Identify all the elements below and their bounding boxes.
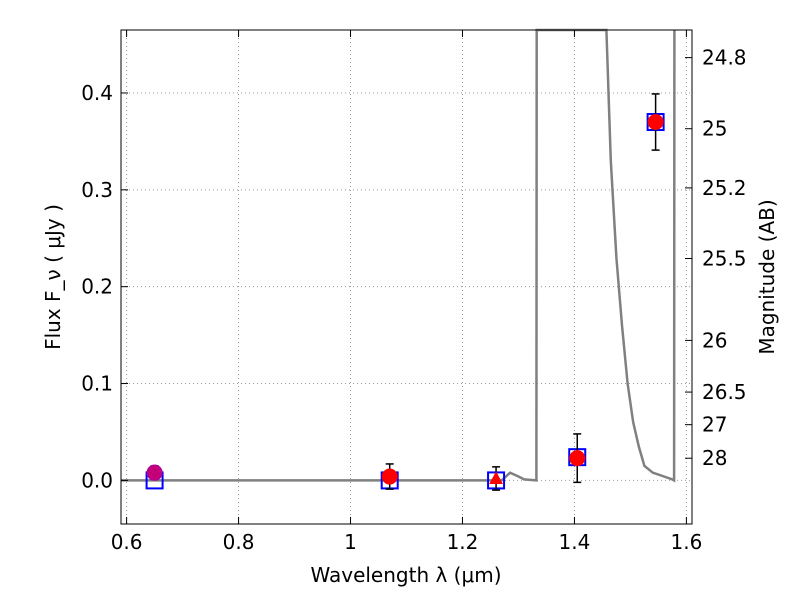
y-tick-label: 0.3 bbox=[81, 178, 113, 202]
x-tick-label: 1.4 bbox=[559, 530, 591, 554]
right-tick-label: 26 bbox=[702, 328, 727, 352]
grid-lines bbox=[121, 30, 692, 524]
plot-frame bbox=[120, 29, 693, 525]
right-tick-label: 28 bbox=[702, 446, 727, 470]
right-tick-label: 25.2 bbox=[702, 176, 747, 200]
observed-point bbox=[489, 471, 503, 484]
observed-point bbox=[569, 450, 586, 467]
right-axis-label: Magnitude (AB) bbox=[755, 199, 779, 354]
y-tick-label: 0.4 bbox=[81, 81, 113, 105]
right-tick-label: 26.5 bbox=[702, 380, 747, 404]
observed-point bbox=[647, 114, 664, 131]
x-axis-label: Wavelength λ (μm) bbox=[310, 563, 501, 587]
x-tick-label: 0.6 bbox=[111, 530, 143, 554]
x-tick-label: 1 bbox=[344, 530, 357, 554]
x-tick-label: 1.6 bbox=[670, 530, 702, 554]
right-tick-label: 27 bbox=[702, 413, 727, 437]
right-tick-label: 24.8 bbox=[702, 46, 747, 70]
x-tick-label: 0.8 bbox=[223, 530, 255, 554]
sed-curve bbox=[121, 28, 676, 483]
upper-limit-marker bbox=[146, 464, 163, 481]
axis-ticks: 0.6 0.8 1 1.2 1.4 1.6 0.0 0.1 0.2 0.3 0.4 24.8 25 25.… bbox=[81, 30, 747, 554]
data-points bbox=[145, 93, 665, 491]
y-axis-label: Flux F_ν ( μJy ) bbox=[41, 204, 65, 350]
y-tick-label: 0.2 bbox=[81, 275, 113, 299]
sed-line bbox=[121, 28, 676, 483]
y-tick-label: 0.0 bbox=[81, 468, 113, 492]
observed-point bbox=[381, 468, 398, 485]
right-tick-label: 25 bbox=[702, 117, 727, 141]
x-tick-label: 1.2 bbox=[447, 530, 479, 554]
right-tick-label: 25.5 bbox=[702, 247, 747, 271]
y-tick-label: 0.1 bbox=[81, 372, 113, 396]
